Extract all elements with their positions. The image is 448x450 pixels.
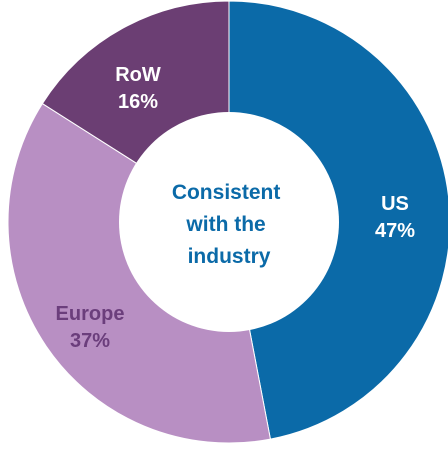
slice-value-row: 16%: [118, 91, 158, 113]
donut-hole: [119, 112, 339, 332]
center-label: Consistent with the industry: [172, 181, 286, 268]
labels-group: US 47% Europe 37% RoW 16%: [56, 64, 416, 352]
center-line-1: Consistent: [172, 181, 281, 204]
center-line-3: industry: [188, 245, 271, 268]
slice-name-europe: Europe: [56, 303, 125, 325]
slice-value-europe: 37%: [70, 330, 110, 352]
center-line-2: with the: [185, 213, 265, 236]
slice-label-row: RoW 16%: [115, 64, 161, 113]
slice-name-row: RoW: [115, 64, 161, 86]
slice-value-us: 47%: [375, 220, 415, 242]
slice-name-us: US: [381, 193, 409, 215]
slice-label-europe: Europe 37%: [56, 303, 125, 352]
slice-label-us: US 47%: [375, 193, 415, 242]
